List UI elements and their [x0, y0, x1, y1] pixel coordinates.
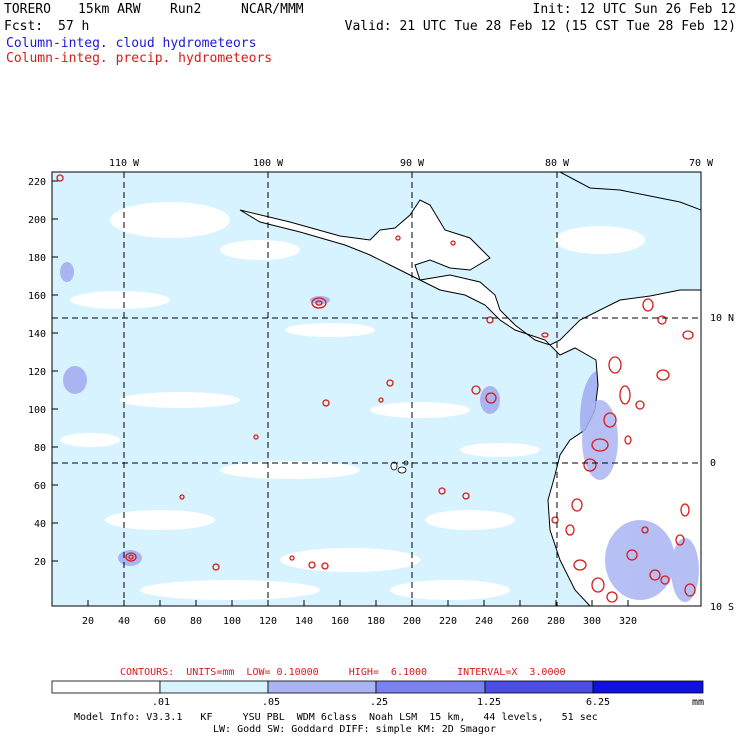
lat-lon-grid: [52, 172, 701, 606]
x-tick-label: 280: [547, 616, 565, 627]
longitude-label: 110 W: [109, 158, 140, 169]
map-field-layer: [52, 172, 701, 606]
latitude-labels: 10 N 0 10 S: [710, 313, 734, 613]
colorbar-swatches: [51, 680, 704, 694]
colorbar-label-2: .05: [262, 697, 281, 708]
y-tick-label: 140: [28, 329, 46, 340]
x-tick-label: 240: [475, 616, 493, 627]
y-tick-label: 220: [28, 177, 46, 188]
colorbar-label-1: .01: [152, 697, 171, 708]
cloud-over-land: [582, 400, 699, 602]
y-tick-label: 100: [28, 405, 46, 416]
colorbar-unit: mm: [692, 697, 705, 708]
model-run: Run2: [170, 2, 202, 17]
precip-contours: [56, 174, 696, 603]
y-tick-label: 80: [34, 443, 46, 454]
longitude-label: 70 W: [689, 158, 714, 169]
x-tick-label: 140: [295, 616, 313, 627]
y-tick-label: 20: [34, 557, 46, 568]
fcst-value: 57 h: [58, 19, 90, 34]
colorbar-swatch: [375, 680, 486, 694]
x-tick-label: 160: [331, 616, 349, 627]
x-tick-label: 100: [223, 616, 241, 627]
latitude-label: 0: [710, 458, 716, 469]
x-tick-label: 180: [367, 616, 385, 627]
model-resolution: 15km ARW: [78, 2, 141, 17]
y-tick-label: 200: [28, 215, 46, 226]
x-tick-label: 40: [118, 616, 130, 627]
colorbar-swatch: [267, 680, 377, 694]
x-tick-label: 120: [259, 616, 277, 627]
colorbar-label-3: .25: [370, 697, 389, 708]
x-tick-label: 300: [583, 616, 601, 627]
x-tick-label: 220: [439, 616, 457, 627]
colorbar-swatch: [159, 680, 269, 694]
longitude-label: 90 W: [400, 158, 425, 169]
model-name: TORERO: [4, 2, 51, 17]
colorbar-label-4: 1.25: [477, 697, 502, 708]
x-tick-label: 60: [154, 616, 166, 627]
longitude-labels: 110 W 100 W 90 W 80 W 70 W: [109, 158, 714, 169]
x-axis: 20 40 60 80 100 120 140 160 180 200 220 240 260 280 30…: [82, 600, 637, 627]
y-tick-label: 180: [28, 253, 46, 264]
fcst-label: Fcst:: [4, 19, 44, 34]
model-physics: LW: Godd SW: Goddard DIFF: simple KM: 2D…: [213, 724, 496, 735]
colorbar: [51, 680, 704, 694]
field-cloud-title: Column-integ. cloud hydrometeors: [6, 36, 257, 51]
y-tick-label: 60: [34, 481, 46, 492]
y-axis: 220 200 180 160 140 120 100 80 60 40 20: [28, 177, 58, 568]
latitude-label: 10 N: [710, 313, 734, 324]
longitude-label: 80 W: [545, 158, 570, 169]
x-tick-label: 320: [619, 616, 637, 627]
field-precip-title: Column-integ. precip. hydrometeors: [6, 51, 273, 66]
x-tick-label: 20: [82, 616, 94, 627]
longitude-label: 100 W: [253, 158, 284, 169]
y-tick-label: 120: [28, 367, 46, 378]
init-time: Init: 12 UTC Sun 26 Feb 12: [532, 2, 737, 17]
valid-time: Valid: 21 UTC Tue 28 Feb 12 (15 CST Tue …: [344, 19, 736, 34]
x-tick-label: 260: [511, 616, 529, 627]
contours-info: CONTOURS: UNITS=mm LOW= 0.10000 HIGH= 6.…: [120, 667, 566, 678]
x-tick-label: 200: [403, 616, 421, 627]
model-info: Model Info: V3.3.1 KF YSU PBL WDM 6class…: [74, 712, 598, 723]
model-org: NCAR/MMM: [241, 2, 304, 17]
y-tick-label: 40: [34, 519, 46, 530]
colorbar-swatch: [51, 680, 161, 694]
coastline: [239, 172, 701, 606]
colorbar-swatch: [484, 680, 594, 694]
galapagos-islands: [390, 460, 409, 474]
colorbar-label-5: 6.25: [586, 697, 611, 708]
colorbar-swatch: [592, 680, 704, 694]
y-tick-label: 160: [28, 291, 46, 302]
latitude-label: 10 S: [710, 602, 734, 613]
x-tick-label: 80: [190, 616, 202, 627]
